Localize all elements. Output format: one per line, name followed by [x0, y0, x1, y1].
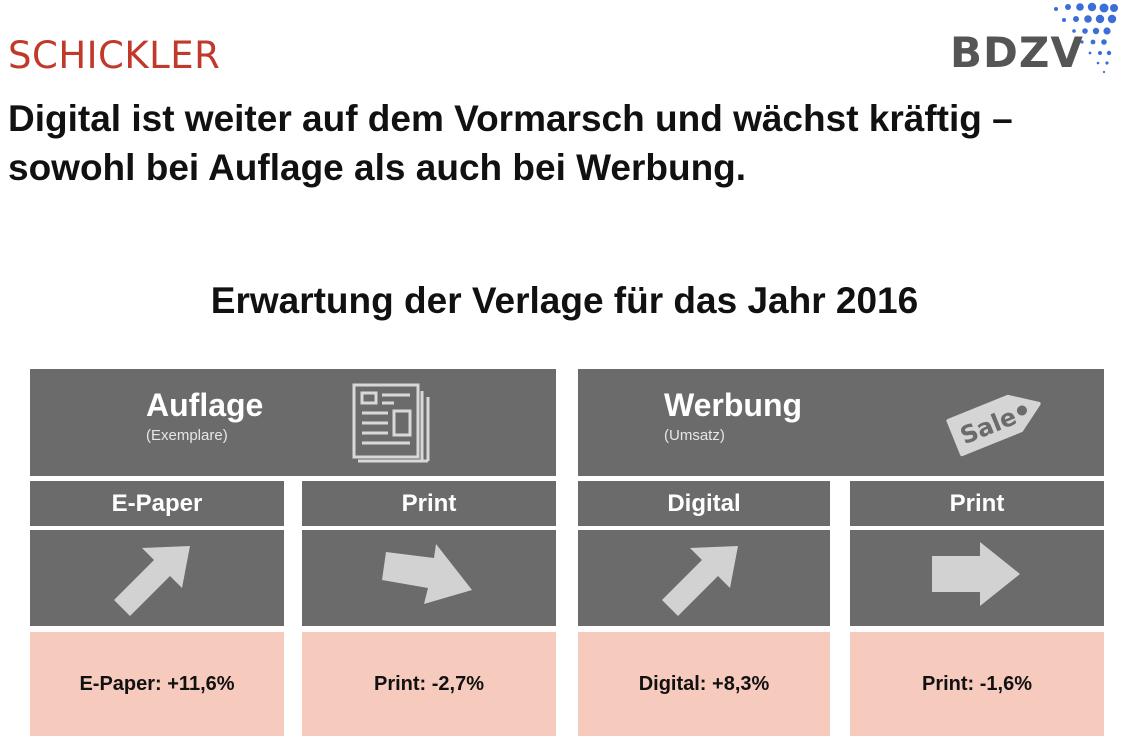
panel-title: Auflage	[146, 387, 264, 423]
headline-line-2: sowohl bei Auflage als auch bei Werbung.	[8, 147, 747, 188]
chart-title: Erwartung der Verlage für das Jahr 2016	[210, 280, 919, 321]
value-print-auflage: Print: -2,7%	[302, 632, 556, 736]
arrow-box-print-auflage	[302, 530, 556, 626]
arrow-right-icon	[932, 542, 1020, 606]
arrow-down-icon	[382, 544, 472, 604]
arrow-box-epaper	[30, 530, 284, 626]
column-header-epaper: E-Paper	[30, 481, 284, 526]
panel-werbung: Werbung (Umsatz) Sale	[578, 369, 1104, 476]
column-header-print-auflage: Print	[302, 481, 556, 526]
arrow-up-icon	[114, 546, 190, 616]
brand-name: SCHICKLER	[8, 34, 221, 77]
value-digital: Digital: +8,3%	[578, 632, 830, 736]
panel-subtitle: (Exemplare)	[146, 427, 228, 444]
logo-text: BDZV	[950, 28, 1084, 77]
arrow-up-icon	[662, 546, 738, 616]
headline-line-1: Digital ist weiter auf dem Vormarsch und…	[8, 98, 1013, 139]
bdzv-logo: BDZV	[944, 0, 1124, 80]
sale-tag-icon: Sale	[946, 394, 1041, 457]
panel-auflage: Auflage (Exemplare)	[30, 369, 556, 476]
logo-dots-graphic	[1054, 2, 1118, 74]
arrow-box-digital	[578, 530, 830, 626]
panel-title: Werbung	[664, 387, 803, 423]
column-header-print-werbung: Print	[850, 481, 1104, 526]
arrow-box-print-werbung	[850, 530, 1104, 626]
headline: Digital ist weiter auf dem Vormarsch und…	[8, 94, 1118, 192]
newspaper-icon	[352, 383, 430, 463]
panel-subtitle: (Umsatz)	[664, 427, 725, 444]
value-epaper: E-Paper: +11,6%	[30, 632, 284, 736]
value-print-werbung: Print: -1,6%	[850, 632, 1104, 736]
column-header-digital: Digital	[578, 481, 830, 526]
